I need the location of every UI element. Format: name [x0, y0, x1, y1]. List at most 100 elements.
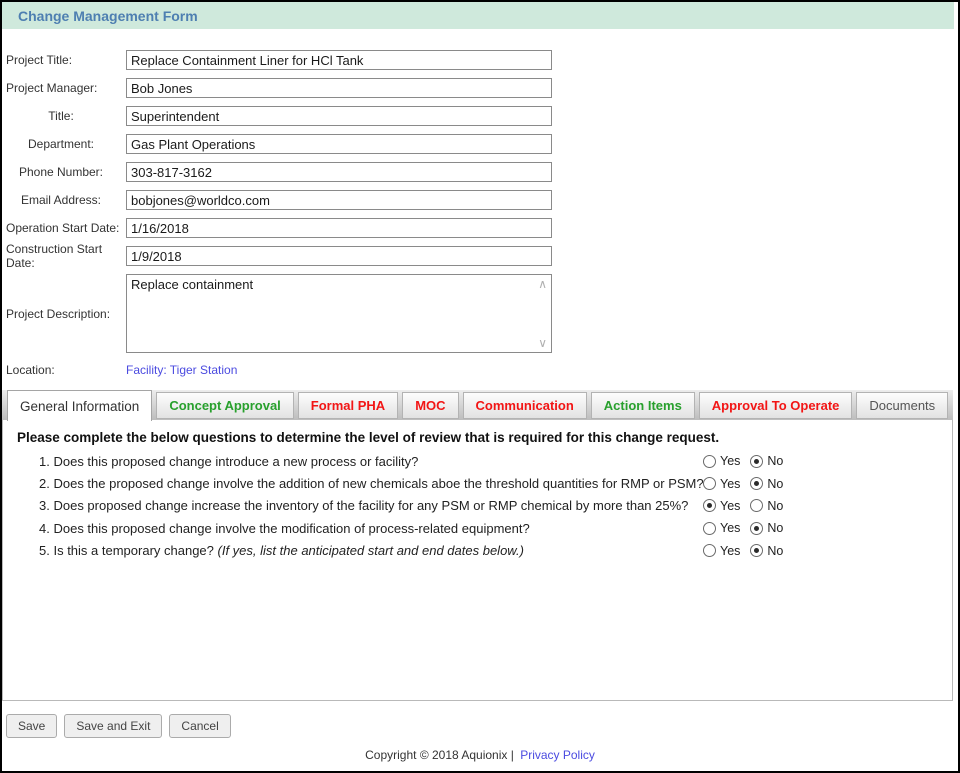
field-row: Project Manager:: [2, 78, 958, 98]
question-note: (If yes, list the anticipated start and …: [217, 543, 524, 559]
question-1-no-radio[interactable]: [750, 454, 764, 468]
manager-title-input[interactable]: [126, 106, 552, 126]
question-text: 2. Does the proposed change involve the …: [3, 476, 704, 491]
project-description-textarea[interactable]: Replace containment: [126, 274, 552, 353]
question-5-no-radio[interactable]: [750, 544, 764, 558]
phone-number-label: Phone Number:: [18, 165, 104, 179]
construction-start-date-label: Construction Start Date:: [6, 242, 103, 270]
question-3-yes-radio[interactable]: [703, 499, 716, 513]
page-header: Change Management Form: [2, 2, 954, 29]
no-radio-label: No: [767, 476, 784, 491]
question-row-2: 2. Does the proposed change involve the …: [3, 472, 952, 494]
question-row-1: 1. Does this proposed change introduce a…: [3, 450, 952, 472]
tab-documents[interactable]: Documents: [856, 392, 949, 419]
question-2-no-radio[interactable]: [750, 477, 764, 491]
project-manager-label: Project Manager:: [6, 81, 98, 95]
question-row-5: 5. Is this a temporary change? (If yes, …: [3, 540, 952, 562]
project-title-label: Project Title:: [6, 53, 73, 67]
question-row-4: 4. Does this proposed change involve the…: [3, 517, 952, 539]
question-row-3: 3. Does proposed change increase the inv…: [3, 495, 952, 517]
facility-link[interactable]: Facility: Tiger Station: [126, 363, 238, 377]
question-3-no-radio[interactable]: [750, 499, 764, 513]
page-title: Change Management Form: [18, 7, 198, 24]
tab-moc[interactable]: MOC: [402, 392, 459, 419]
question-4-no-radio[interactable]: [750, 521, 764, 535]
phone-number-input[interactable]: [126, 162, 552, 182]
tab-label: Concept Approval: [169, 398, 281, 413]
save-and-exit-button[interactable]: Save and Exit: [64, 714, 163, 738]
tab-concept-approval[interactable]: Concept Approval: [156, 392, 294, 419]
operation-start-date-input[interactable]: [126, 218, 552, 238]
location-label: Location:: [6, 363, 55, 377]
textarea-scroll-up-icon[interactable]: ∧: [538, 277, 547, 291]
yes-radio-label: Yes: [720, 521, 741, 536]
question-number: 1.: [39, 453, 50, 469]
privacy-policy-link[interactable]: Privacy Policy: [520, 748, 595, 762]
tab-label: Documents: [869, 398, 936, 413]
field-row: Construction Start Date:: [2, 242, 958, 270]
question-radio-group: Yes No: [703, 477, 783, 491]
no-radio-label: No: [767, 543, 784, 558]
project-manager-input[interactable]: [126, 78, 552, 98]
tab-action-items[interactable]: Action Items: [590, 392, 695, 419]
questions-list: 1. Does this proposed change introduce a…: [3, 450, 952, 562]
question-number: 3.: [39, 498, 50, 514]
save-button[interactable]: Save: [6, 714, 58, 738]
yes-radio-label: Yes: [720, 543, 741, 558]
cancel-button[interactable]: Cancel: [169, 714, 231, 738]
question-text: 4. Does this proposed change involve the…: [3, 521, 530, 536]
no-radio-label: No: [767, 454, 784, 469]
textarea-scroll-down-icon[interactable]: ∨: [538, 336, 547, 350]
question-body: Does proposed change increase the invent…: [53, 498, 689, 514]
tab-communication[interactable]: Communication: [462, 392, 587, 419]
yes-radio-label: Yes: [720, 454, 741, 469]
tab-bar: General Information Concept Approval For…: [2, 390, 953, 421]
question-radio-group: Yes No: [703, 454, 783, 468]
tab-formal-pha[interactable]: Formal PHA: [297, 392, 399, 419]
question-radio-group: Yes No: [703, 499, 783, 513]
yes-radio-label: Yes: [720, 476, 741, 491]
question-body: Is this a temporary change?: [53, 543, 214, 559]
field-row: Project Title:: [2, 50, 958, 70]
project-description-label: Project Description:: [6, 306, 111, 321]
question-text: 3. Does proposed change increase the inv…: [3, 498, 688, 513]
no-radio-label: No: [767, 498, 784, 513]
form-fields: Project Title: Project Manager: Title: D…: [2, 50, 958, 270]
question-2-yes-radio[interactable]: [703, 477, 716, 491]
question-text: 5. Is this a temporary change? (If yes, …: [3, 543, 524, 558]
action-buttons: Save Save and Exit Cancel: [6, 714, 958, 738]
footer: Copyright © 2018 Aquionix | Privacy Poli…: [2, 748, 958, 762]
project-description-row: Project Description: Replace containment…: [2, 274, 958, 353]
field-row: Phone Number:: [2, 162, 958, 182]
question-body: Does the proposed change involve the add…: [53, 476, 704, 492]
email-address-label: Email Address:: [20, 193, 102, 207]
tab-label: General Information: [20, 398, 140, 414]
question-radio-group: Yes No: [703, 544, 783, 558]
question-number: 2.: [39, 476, 50, 492]
question-body: Does this proposed change introduce a ne…: [53, 453, 419, 469]
project-description-wrap: Replace containment ∧ ∨: [126, 274, 552, 353]
email-address-input[interactable]: [126, 190, 552, 210]
tab-label: Approval To Operate: [711, 398, 840, 413]
tab-label: Action Items: [603, 398, 682, 413]
tab-label: MOC: [415, 398, 446, 413]
question-5-yes-radio[interactable]: [703, 544, 716, 558]
question-number: 4.: [39, 520, 50, 536]
department-label: Department:: [27, 137, 95, 151]
construction-start-date-input[interactable]: [126, 246, 552, 266]
question-number: 5.: [39, 543, 50, 559]
question-radio-group: Yes No: [703, 521, 783, 535]
questions-intro: Please complete the below questions to d…: [17, 430, 720, 445]
field-row: Operation Start Date:: [2, 218, 958, 238]
question-1-yes-radio[interactable]: [703, 454, 716, 468]
field-row: Email Address:: [2, 190, 958, 210]
project-title-input[interactable]: [126, 50, 552, 70]
tab-general-information[interactable]: General Information: [7, 390, 153, 421]
field-row: Department:: [2, 134, 958, 154]
general-information-panel: Please complete the below questions to d…: [2, 420, 953, 701]
department-input[interactable]: [126, 134, 552, 154]
question-4-yes-radio[interactable]: [703, 521, 716, 535]
tab-label: Formal PHA: [310, 398, 386, 413]
tab-approval-to-operate[interactable]: Approval To Operate: [698, 392, 853, 419]
